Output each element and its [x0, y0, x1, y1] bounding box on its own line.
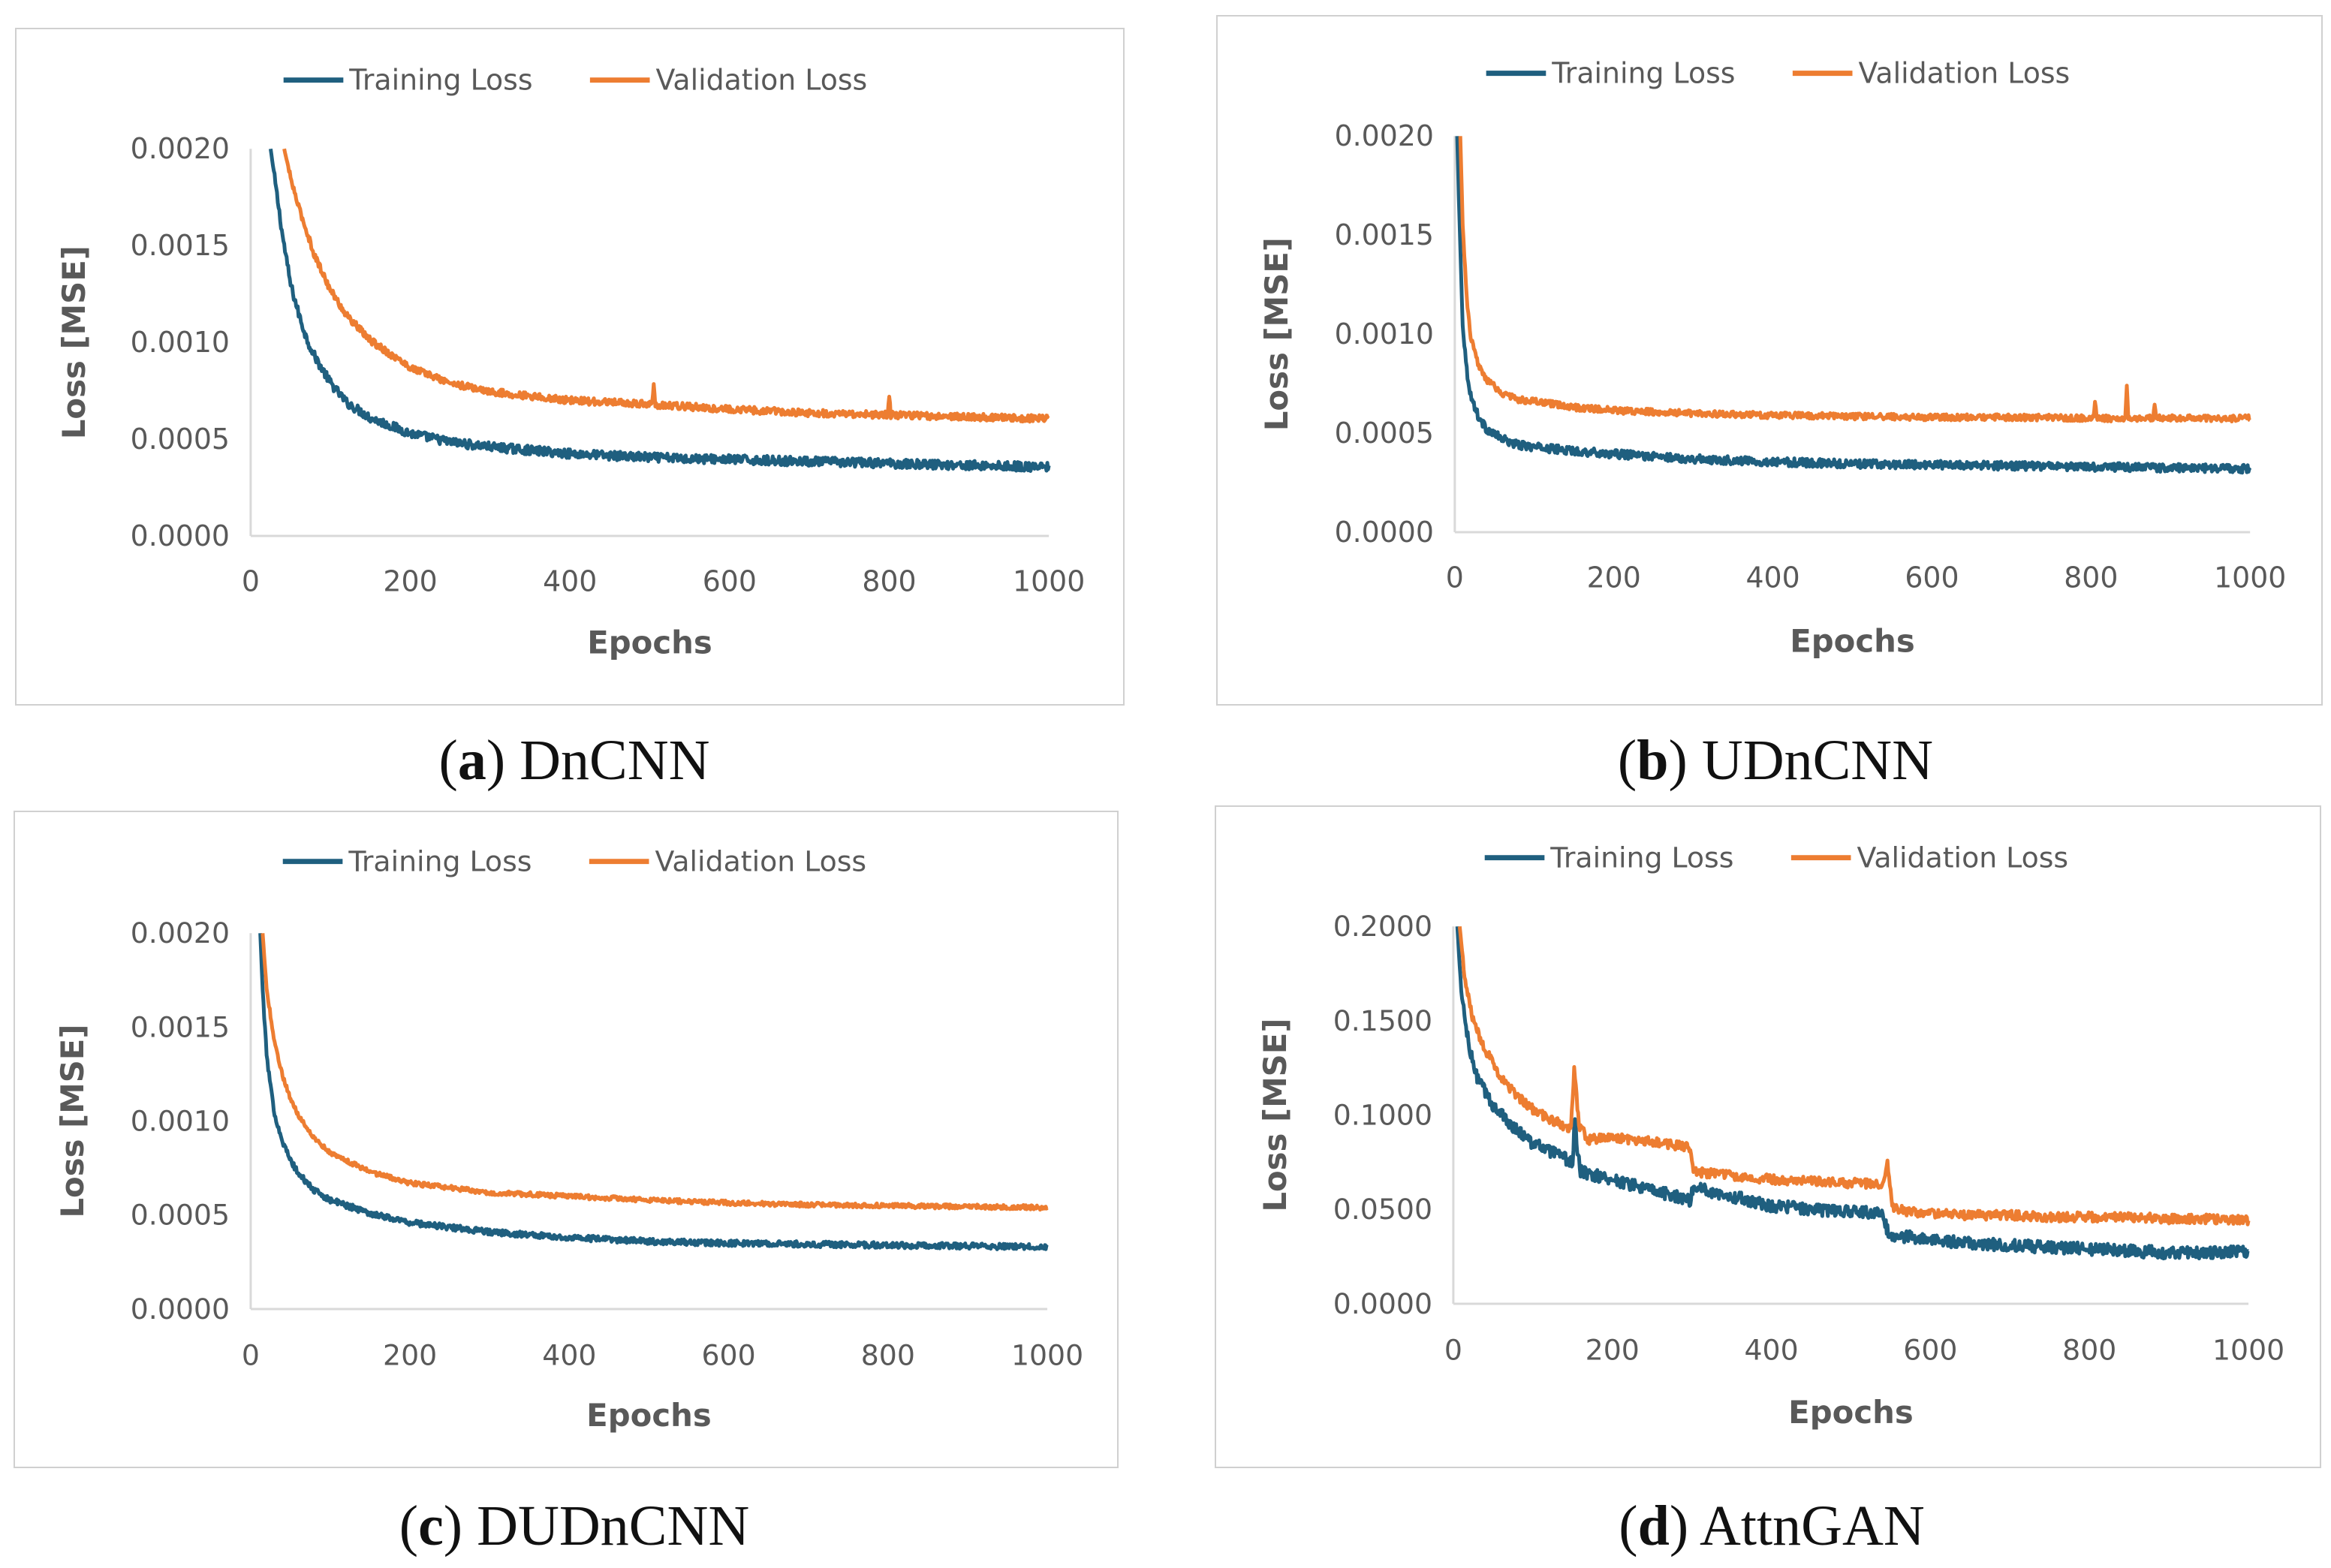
x-tick-label: 200: [1587, 561, 1641, 594]
training-loss-line: [1455, 926, 2250, 1261]
chart-panel-b: 0.0000 0.0005 0.0010 0.0015 0.0020 0 200 400 600…: [1216, 15, 2323, 706]
x-tick-label: 600: [702, 1339, 756, 1372]
y-tick-label: 0.0010: [131, 1105, 230, 1138]
legend-label: Training Loss: [348, 64, 532, 97]
validation-loss-line: [282, 148, 1050, 424]
x-tick-label: 0: [1444, 1334, 1462, 1367]
chart-panel-d: 0.0000 0.0500 0.1000 0.1500 0.2000 0 200 400 600…: [1215, 805, 2321, 1468]
x-tick-label: 400: [542, 1339, 596, 1372]
y-axis-title: Loss [MSE]: [1258, 237, 1295, 431]
y-tick-label: 0.0000: [1335, 516, 1434, 549]
legend-label: Validation Loss: [1857, 841, 2068, 874]
y-axis-title: Loss [MSE]: [1257, 1019, 1293, 1212]
validation-loss-line: [1457, 926, 2251, 1226]
y-tick-label: 0.0000: [131, 1293, 230, 1326]
x-tick-label: 200: [383, 1339, 437, 1372]
legend-label: Validation Loss: [655, 845, 866, 878]
training-loss-line: [269, 148, 1051, 473]
y-tick-label: 0.1000: [1333, 1099, 1432, 1132]
x-tick-label: 1000: [1013, 565, 1085, 598]
x-tick-label: 800: [861, 1339, 915, 1372]
y-tick-label: 0.0015: [131, 1010, 230, 1043]
caption-a: (a) DnCNN: [438, 729, 710, 792]
y-tick-label: 0.0005: [131, 1199, 230, 1232]
x-tick-label: 800: [862, 565, 916, 598]
x-tick-label: 600: [1903, 1334, 1957, 1367]
chart-svg-a: 0.0000 0.0005 0.0010 0.0015 0.0020 0 200 400 600…: [56, 64, 1085, 661]
x-tick-label: 0: [1446, 561, 1464, 594]
x-tick-label: 1000: [2214, 561, 2286, 594]
legend-label: Training Loss: [1551, 57, 1735, 90]
chart-svg-d: 0.0000 0.0500 0.1000 0.1500 0.2000 0 200 400 600…: [1257, 841, 2284, 1431]
chart-svg-b: 0.0000 0.0005 0.0010 0.0015 0.0020 0 200 400 600…: [1258, 57, 2287, 660]
x-axis-title: Epochs: [587, 624, 712, 661]
y-tick-label: 0.2000: [1333, 910, 1432, 943]
y-tick-label: 0.0020: [131, 132, 230, 165]
x-tick-label: 400: [543, 565, 597, 598]
validation-loss-line: [261, 933, 1049, 1212]
x-tick-label: 800: [2064, 561, 2118, 594]
x-tick-label: 1000: [2212, 1334, 2284, 1367]
x-tick-label: 200: [1586, 1334, 1640, 1367]
chart-panel-c: 0.0000 0.0005 0.0010 0.0015 0.0020 0 200 400 600…: [14, 811, 1119, 1468]
y-tick-label: 0.0005: [1335, 417, 1434, 450]
caption-b: (b) UDnCNN: [1617, 729, 1934, 792]
x-axis-title: Epochs: [1790, 622, 1915, 659]
legend-label: Training Loss: [1549, 841, 1733, 874]
x-tick-label: 400: [1744, 1334, 1798, 1367]
x-tick-label: 600: [1905, 561, 1959, 594]
y-tick-label: 0.0000: [131, 519, 230, 552]
y-axis-title: Loss [MSE]: [54, 1025, 91, 1218]
y-tick-label: 0.0500: [1333, 1193, 1432, 1226]
y-tick-label: 0.0015: [131, 229, 230, 262]
y-tick-label: 0.0010: [131, 326, 230, 359]
x-tick-label: 400: [1745, 561, 1799, 594]
y-tick-label: 0.0010: [1335, 318, 1434, 351]
training-loss-line: [1455, 136, 2252, 475]
y-tick-label: 0.1500: [1333, 1004, 1432, 1037]
y-axis-title: Loss [MSE]: [56, 245, 92, 439]
x-tick-label: 0: [242, 1339, 260, 1372]
x-tick-label: 1000: [1011, 1339, 1083, 1372]
y-tick-label: 0.0005: [131, 423, 230, 456]
legend-label: Validation Loss: [655, 64, 867, 97]
chart-panel-a: 0.0000 0.0005 0.0010 0.0015 0.0020 0 200 400 600…: [15, 28, 1125, 706]
y-tick-label: 0.0020: [131, 916, 230, 950]
x-tick-label: 600: [703, 565, 757, 598]
y-tick-label: 0.0015: [1335, 218, 1434, 251]
caption-c: (c) DUDnCNN: [399, 1494, 750, 1557]
x-axis-title: Epochs: [586, 1397, 712, 1434]
x-tick-label: 800: [2062, 1334, 2116, 1367]
x-axis-title: Epochs: [1788, 1394, 1914, 1431]
x-tick-label: 0: [242, 565, 260, 598]
legend-label: Validation Loss: [1858, 57, 2070, 90]
chart-svg-c: 0.0000 0.0005 0.0010 0.0015 0.0020 0 200 400 600…: [54, 845, 1083, 1434]
legend-label: Training Loss: [348, 845, 532, 878]
validation-loss-line: [1458, 136, 2251, 424]
y-tick-label: 0.0000: [1333, 1287, 1432, 1320]
y-tick-label: 0.0020: [1335, 119, 1434, 152]
training-loss-line: [258, 933, 1049, 1251]
x-tick-label: 200: [383, 565, 437, 598]
caption-d: (d) AttnGAN: [1619, 1494, 1925, 1557]
